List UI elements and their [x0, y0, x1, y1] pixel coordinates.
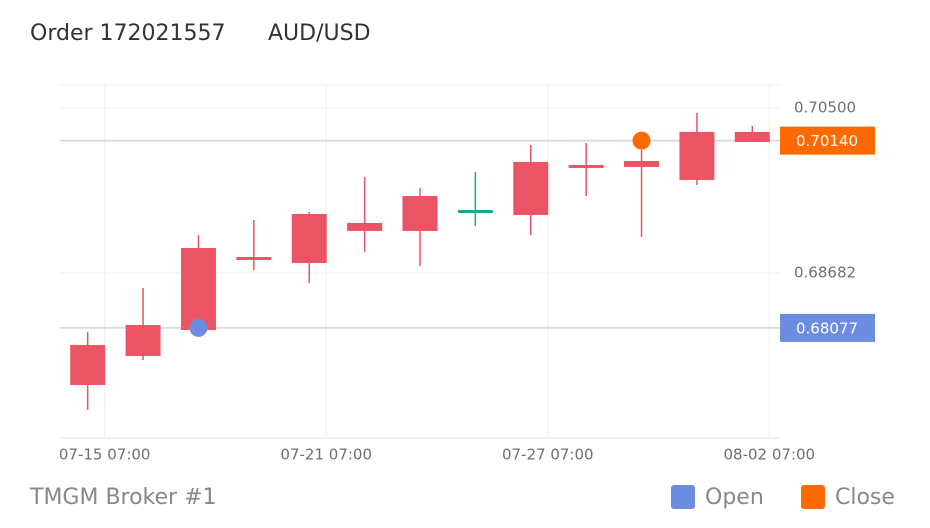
candle-body [347, 222, 383, 231]
y-tick-label: 0.70500 [794, 98, 856, 116]
candle-body [180, 248, 216, 330]
close-price-label: 0.70140 [796, 132, 858, 150]
y-tick-label: 0.68682 [794, 263, 856, 281]
symbol: AUD/USD [268, 21, 371, 46]
legend-close[interactable]: Close [835, 485, 895, 510]
legend-open[interactable]: Open [705, 485, 764, 510]
open-price-marker [189, 318, 208, 337]
candle-body [236, 257, 272, 261]
open-price-label: 0.68077 [796, 319, 858, 337]
candle-body [402, 196, 438, 231]
candle-body [624, 160, 660, 167]
candle-body [568, 164, 604, 168]
candle-body [734, 131, 770, 143]
candle-body [513, 161, 549, 215]
candle-body [125, 324, 161, 357]
legend-swatch-close [801, 485, 825, 509]
candle-body [679, 131, 715, 180]
close-price-tag [780, 126, 875, 155]
close-price-marker [632, 131, 651, 150]
x-tick-label: 08-02 07:00 [724, 446, 816, 464]
candle-body [457, 209, 493, 213]
order-title: Order 172021557 [30, 21, 226, 46]
candle-body [291, 213, 327, 263]
open-price-tag [780, 313, 875, 342]
broker: TMGM Broker #1 [29, 485, 217, 510]
x-tick-label: 07-15 07:00 [59, 446, 151, 464]
candle-body [70, 344, 106, 385]
legend-swatch-open [671, 485, 695, 509]
x-tick-label: 07-21 07:00 [280, 446, 372, 464]
x-tick-label: 07-27 07:00 [502, 446, 594, 464]
